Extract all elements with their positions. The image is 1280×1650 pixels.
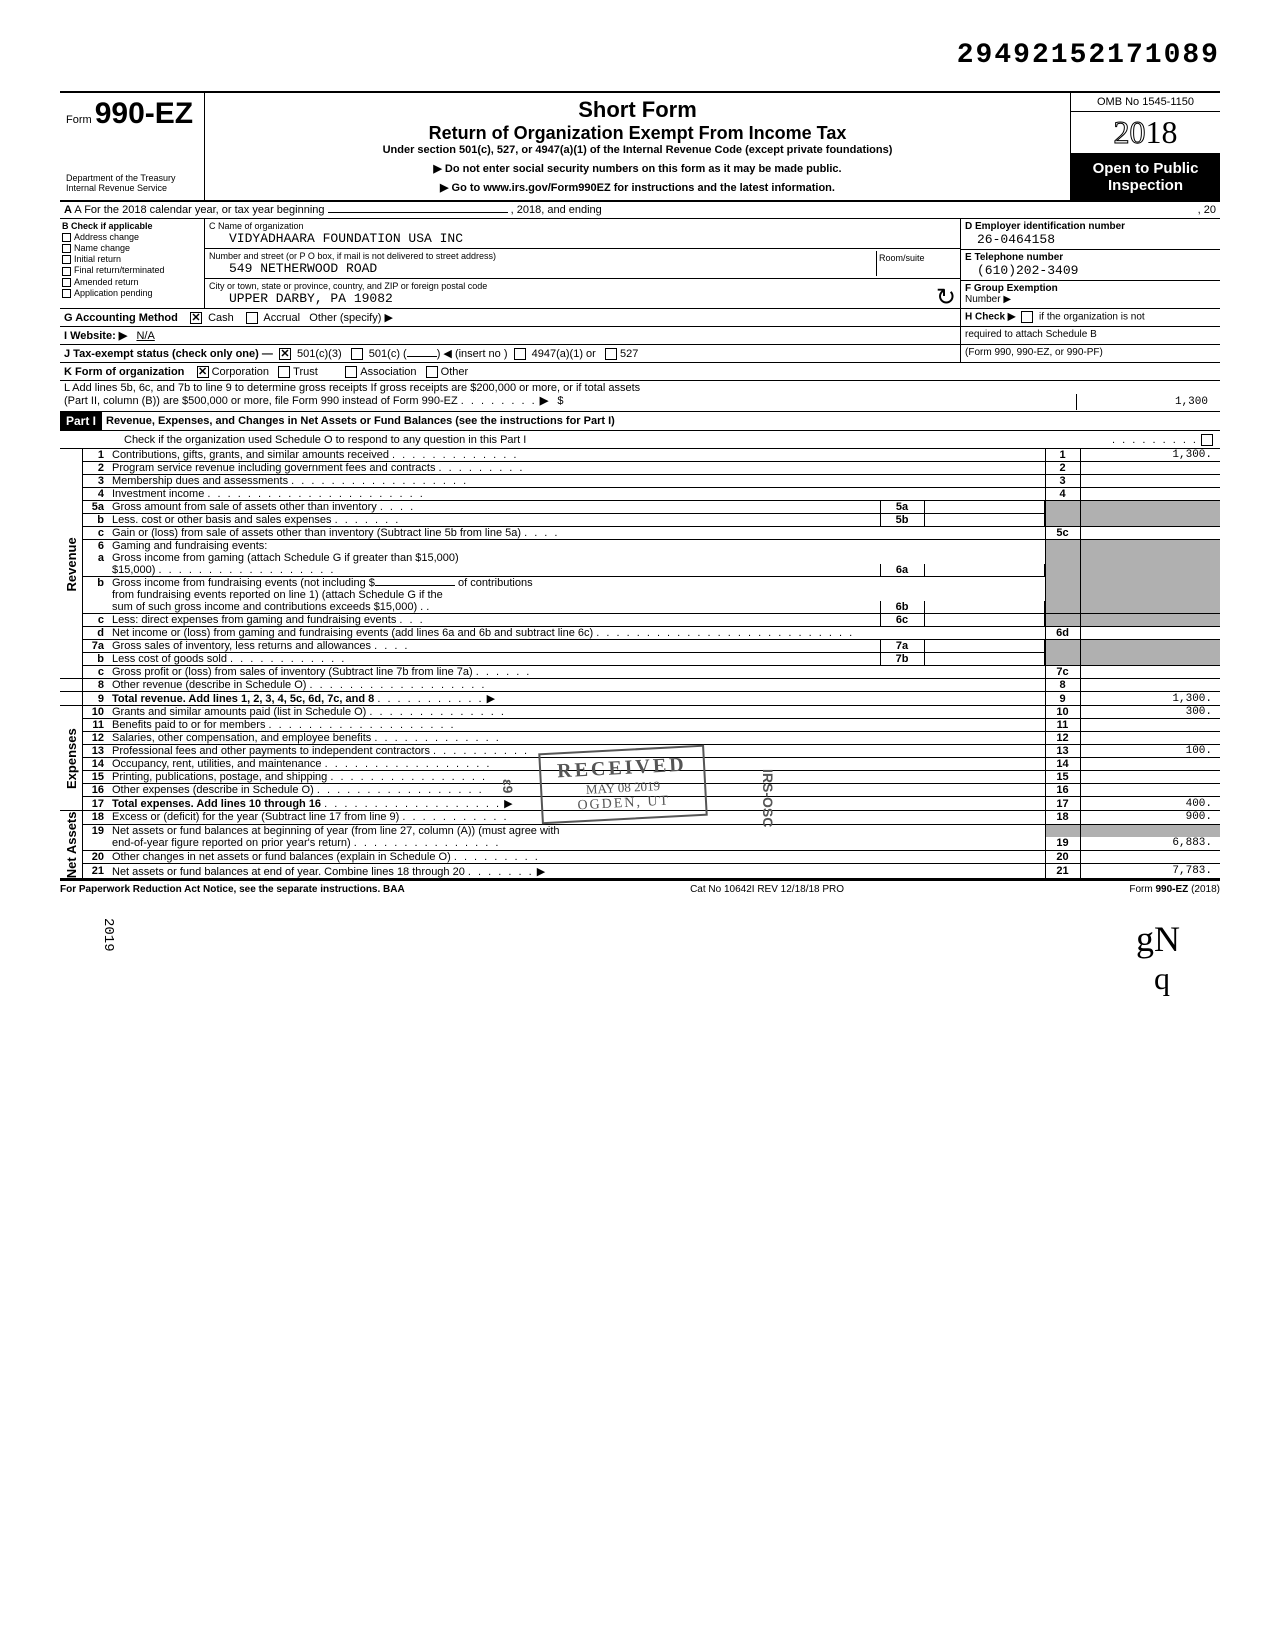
cb-sched-o[interactable] — [1201, 434, 1213, 446]
cb-trust[interactable] — [278, 366, 290, 378]
expenses-label: Expenses — [60, 706, 82, 811]
h-line3: (Form 990, 990-EZ, or 990-PF) — [960, 345, 1220, 362]
line-18-val: 900. — [1080, 811, 1220, 825]
street-label: Number and street (or P O box, if mail i… — [209, 251, 876, 261]
bottom-date: 2019 — [100, 918, 116, 952]
cb-amended[interactable]: Amended return — [62, 277, 202, 287]
cb-name-change[interactable]: Name change — [62, 243, 202, 253]
form-header: Form 990-EZ Department of the Treasury I… — [60, 93, 1220, 202]
city: UPPER DARBY, PA 19082 — [209, 291, 956, 306]
form-note-2: ▶ Go to www.irs.gov/Form990EZ for instru… — [209, 181, 1066, 194]
form-note-1: ▶ Do not enter social security numbers o… — [209, 162, 1066, 175]
cb-cash[interactable] — [190, 312, 202, 324]
cb-pending[interactable]: Application pending — [62, 288, 202, 298]
form-title-1: Short Form — [209, 97, 1066, 123]
line-13-val: 100. — [1080, 745, 1220, 758]
cb-501c[interactable] — [351, 348, 363, 360]
cb-527[interactable] — [605, 348, 617, 360]
row-a-tax-year: A A For the 2018 calendar year, or tax y… — [60, 202, 1220, 219]
form-title-2: Return of Organization Exempt From Incom… — [209, 123, 1066, 144]
form-number: Form 990-EZ — [66, 97, 198, 131]
city-label: City or town, state or province, country… — [209, 281, 956, 291]
cb-corp[interactable] — [197, 366, 209, 378]
f-group-number: Number ▶ — [965, 294, 1216, 305]
ein: 26-0464158 — [965, 232, 1216, 247]
phone-label: E Telephone number — [965, 252, 1216, 263]
line-1-val: 1,300. — [1080, 449, 1220, 462]
row-j-tax-status: J Tax-exempt status (check only one) — 5… — [60, 345, 960, 362]
cb-accrual[interactable] — [246, 312, 258, 324]
dept-irs: Internal Revenue Service — [66, 183, 198, 193]
revenue-label: Revenue — [60, 449, 82, 679]
cb-address-change[interactable]: Address change — [62, 232, 202, 242]
form-subtitle: Under section 501(c), 527, or 4947(a)(1)… — [209, 144, 1066, 156]
line-10-val: 300. — [1080, 706, 1220, 719]
public-inspection: Open to Public Inspection — [1071, 154, 1220, 200]
arrow-icon: ↻ — [936, 283, 956, 312]
entity-info: B Check if applicable Address change Nam… — [60, 219, 1220, 309]
gross-receipts-val: 1,300 — [1076, 394, 1216, 410]
phone: (610)202-3409 — [965, 263, 1216, 278]
omb-number: OMB No 1545-1150 — [1071, 93, 1220, 112]
stamp-side2: ε9 — [500, 779, 516, 793]
row-l-gross: L Add lines 5b, 6c, and 7b to line 9 to … — [60, 381, 1220, 412]
row-k-form-org: K Form of organization Corporation Trust… — [60, 363, 1220, 381]
row-g-accounting: G Accounting Method Cash Accrual Other (… — [60, 309, 960, 326]
part1-check-sched-o: Check if the organization used Schedule … — [60, 431, 1220, 449]
cb-final-return[interactable]: Final return/terminated — [62, 265, 202, 275]
stamp-side: IRS-OSC — [760, 769, 776, 827]
ein-label: D Employer identification number — [965, 221, 1216, 232]
h-line2: required to attach Schedule B — [960, 327, 1220, 344]
row-i-website: I Website: ▶ N/A — [60, 327, 960, 344]
cb-schedule-b[interactable] — [1021, 311, 1033, 323]
line-17-val: 400. — [1080, 797, 1220, 811]
cb-assoc[interactable] — [345, 366, 357, 378]
document-number: 29492152171089 — [60, 40, 1220, 71]
signature-initials: gN — [60, 918, 1220, 960]
street: 549 NETHERWOOD ROAD — [209, 261, 876, 276]
line-9-val: 1,300. — [1080, 692, 1220, 706]
page-q: q — [60, 960, 1220, 997]
form-footer: For Paperwork Reduction Act Notice, see … — [60, 880, 1220, 898]
part-1-header: Part I Revenue, Expenses, and Changes in… — [60, 412, 1220, 431]
org-name: VIDYADHAARA FOUNDATION USA INC — [209, 231, 956, 246]
part1-table: Revenue 1Contributions, gifts, grants, a… — [60, 449, 1220, 880]
form-990ez: Form 990-EZ Department of the Treasury I… — [60, 91, 1220, 1038]
tax-year: 2018 — [1071, 112, 1220, 154]
dept-treasury: Department of the Treasury — [66, 173, 198, 183]
cb-other[interactable] — [426, 366, 438, 378]
check-column-b: B Check if applicable Address change Nam… — [60, 219, 205, 308]
f-group-label: F Group Exemption — [965, 283, 1216, 294]
cb-4947[interactable] — [514, 348, 526, 360]
line-21-val: 7,783. — [1080, 864, 1220, 879]
room-suite: Room/suite — [876, 251, 956, 276]
row-h-schedule-b: H Check ▶ if the organization is not — [960, 309, 1220, 326]
cb-initial-return[interactable]: Initial return — [62, 254, 202, 264]
line-19-val: 6,883. — [1080, 837, 1220, 850]
cb-501c3[interactable] — [279, 348, 291, 360]
org-name-label: C Name of organization — [209, 221, 956, 231]
netassets-label: Net Assets — [60, 811, 82, 879]
